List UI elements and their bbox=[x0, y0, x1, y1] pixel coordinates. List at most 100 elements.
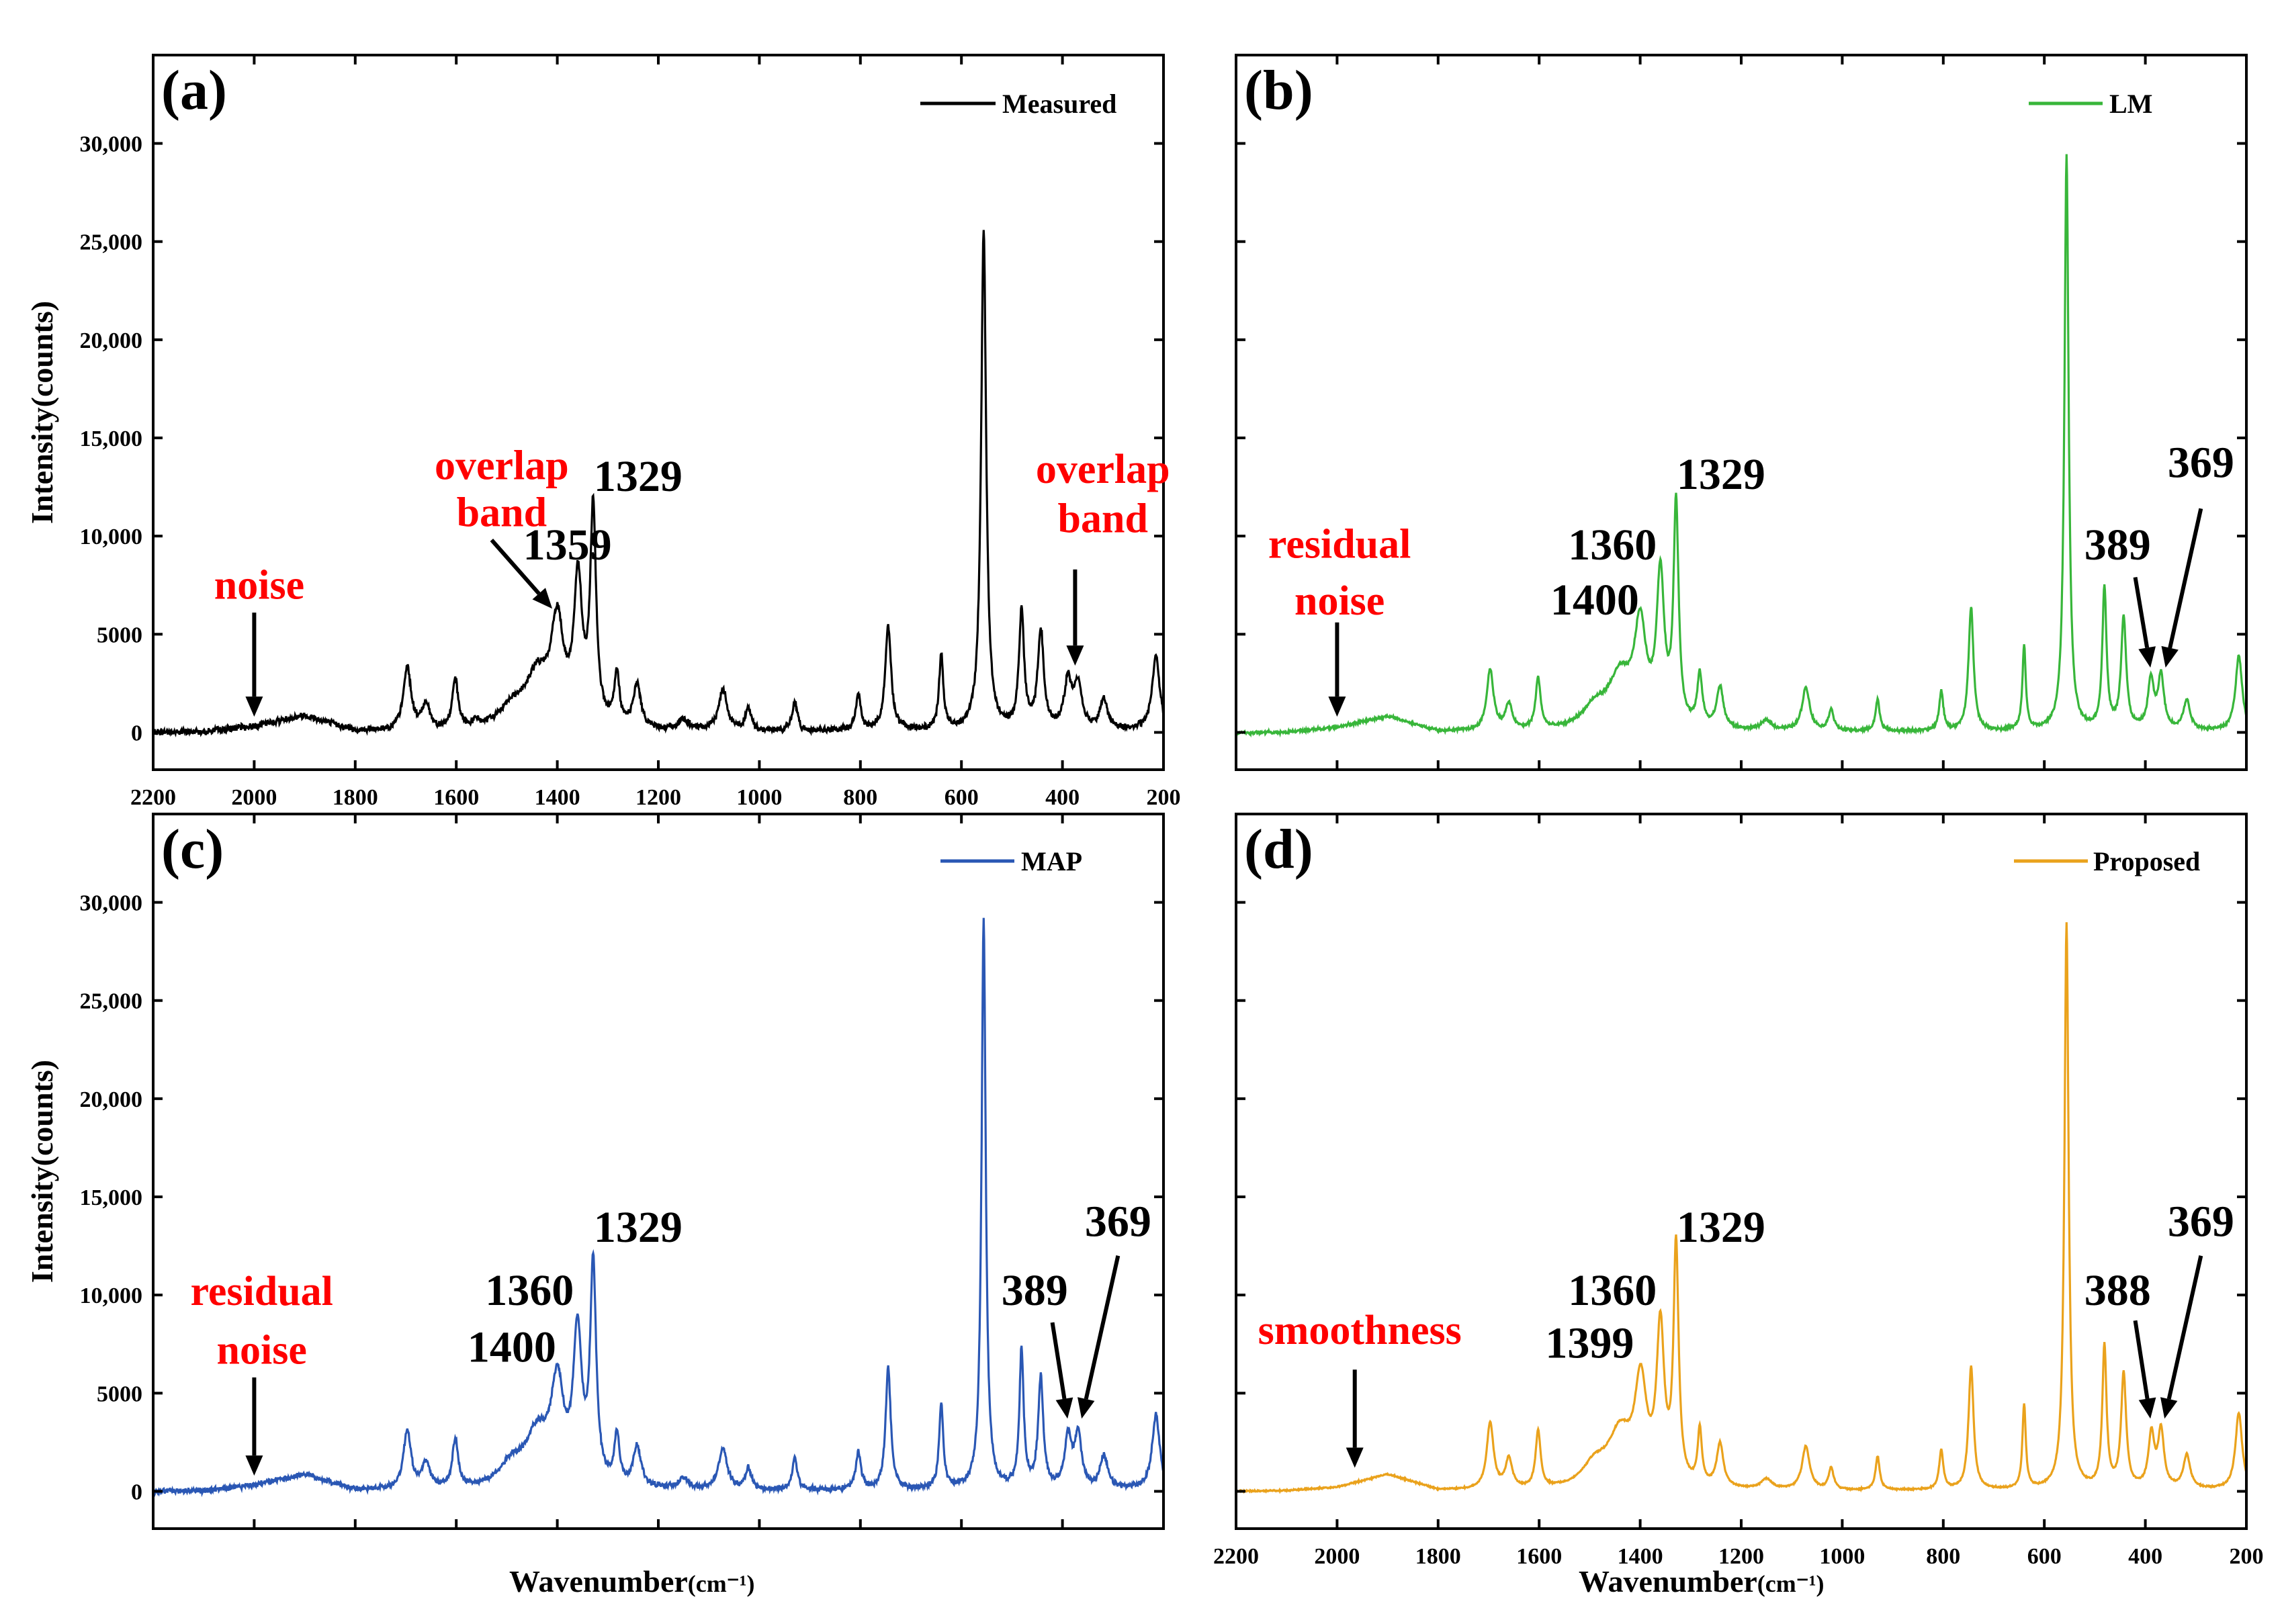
x-tick-label: 2200 bbox=[130, 785, 176, 810]
panel-d-frame bbox=[1235, 813, 2248, 1530]
arrow-shaft bbox=[490, 539, 541, 595]
peak-label: 1400 bbox=[468, 1323, 556, 1372]
arrow-head bbox=[532, 588, 553, 609]
panel-a: 2200 2000 1800 1600 1400 1200 1000 800 600 400 200… bbox=[80, 54, 1181, 810]
red-annotation: overlap bbox=[1036, 447, 1170, 492]
x-tick-label: 800 bbox=[1926, 1544, 1960, 1569]
peak-label: 1329 bbox=[1677, 450, 1765, 499]
xlabel-text-left: Wavenumber bbox=[509, 1564, 688, 1598]
panel-c-legend-label: MAP bbox=[1021, 846, 1082, 876]
y-tick-label: 25,000 bbox=[80, 989, 143, 1014]
x-tick-label: 200 bbox=[1147, 785, 1181, 810]
arrow-head bbox=[245, 696, 263, 717]
panel-c-plot-area bbox=[153, 917, 1163, 1498]
panel-a-legend-label: Measured bbox=[1002, 89, 1116, 119]
panel-d-letter: (d) bbox=[1244, 818, 1313, 881]
peak-label: 369 bbox=[1085, 1197, 1151, 1246]
y-tick-label: 20,000 bbox=[80, 328, 143, 353]
red-annotation: noise bbox=[214, 563, 304, 608]
x-tick-label: 600 bbox=[945, 785, 979, 810]
arrow-head bbox=[2138, 646, 2156, 668]
red-annotation: overlap bbox=[435, 443, 569, 488]
y-tick-label: 15,000 bbox=[80, 426, 143, 451]
x-tick-label: 2200 bbox=[1213, 1544, 1259, 1569]
panel-b-annotations: 1329 1360 1400 389 369 residual noise bbox=[1268, 438, 2234, 717]
peak-label: 1360 bbox=[485, 1266, 574, 1315]
red-annotation: smoothness bbox=[1258, 1308, 1462, 1353]
xlabel-unit-left: (cm⁻¹) bbox=[688, 1570, 755, 1597]
arrow-head bbox=[2161, 645, 2179, 668]
spectrum-line-d bbox=[1236, 922, 2246, 1494]
panel-b: 1329 1360 1400 389 369 residual noise (b) LM bbox=[1235, 54, 2248, 771]
x-tick-label: 1200 bbox=[635, 785, 681, 810]
peak-label: 389 bbox=[2084, 521, 2151, 570]
peak-label: 1329 bbox=[1677, 1203, 1765, 1252]
peak-label: 369 bbox=[2168, 1197, 2234, 1246]
x-tick-label: 1000 bbox=[1819, 1544, 1865, 1569]
x-tick-label: 2000 bbox=[1314, 1544, 1360, 1569]
red-annotation: residual bbox=[190, 1269, 333, 1314]
y-tick-label: 10,000 bbox=[80, 1283, 143, 1308]
panel-b-legend-label: LM bbox=[2109, 89, 2152, 119]
arrow-shaft bbox=[1050, 1322, 1067, 1400]
panel-c-axes: 0 5000 10,000 15,000 20,000 25,000 30,000 bbox=[80, 814, 1165, 1529]
panel-d-axes: 2200 2000 1800 1600 1400 1200 1000 800 600 400 200 bbox=[1213, 814, 2264, 1569]
peak-label: 1329 bbox=[594, 1203, 683, 1252]
x-tick-label: 1400 bbox=[1618, 1544, 1663, 1569]
peak-label: 389 bbox=[1002, 1266, 1068, 1315]
panel-b-letter: (b) bbox=[1244, 59, 1313, 122]
x-tick-label: 200 bbox=[2230, 1544, 2264, 1569]
x-tick-label: 1800 bbox=[333, 785, 378, 810]
y-tick-label: 30,000 bbox=[80, 891, 143, 916]
arrow-head bbox=[1078, 1397, 1095, 1419]
y-tick-label: 20,000 bbox=[80, 1087, 143, 1112]
panel-c-letter: (c) bbox=[161, 818, 224, 881]
x-tick-label: 1600 bbox=[433, 785, 479, 810]
x-tick-label: 1600 bbox=[1516, 1544, 1562, 1569]
panel-a-ylabel: Intensity(counts) bbox=[25, 301, 59, 524]
panel-b-plot-area bbox=[1236, 154, 2246, 738]
panel-b-axes bbox=[1235, 55, 2248, 770]
spectrum-line-c bbox=[153, 917, 1163, 1498]
x-tick-label: 800 bbox=[843, 785, 877, 810]
panel-c-annotations: 1329 1360 1400 389 369 residual noise bbox=[190, 1197, 1151, 1476]
arrow-head bbox=[1346, 1447, 1364, 1468]
panel-d-legend-label: Proposed bbox=[2093, 846, 2200, 876]
x-tick-label: 1800 bbox=[1415, 1544, 1461, 1569]
panel-c-xlabel: Wavenumber(cm⁻¹) bbox=[509, 1564, 755, 1598]
y-tick-label: 10,000 bbox=[80, 525, 143, 549]
spectrum-line-a bbox=[153, 230, 1163, 737]
panel-b-frame bbox=[1235, 54, 2248, 771]
panel-d: 2200 2000 1800 1600 1400 1200 1000 800 600 400 200… bbox=[1213, 813, 2264, 1569]
x-tick-label: 600 bbox=[2027, 1544, 2062, 1569]
panel-c-frame bbox=[152, 813, 1165, 1530]
panel-a-frame bbox=[152, 54, 1165, 771]
panel-a-letter: (a) bbox=[161, 59, 227, 122]
arrow-shaft bbox=[2168, 508, 2203, 649]
panel-c-ylabel: Intensity(counts) bbox=[25, 1060, 59, 1283]
xlabel-unit-right: (cm⁻¹) bbox=[1757, 1570, 1825, 1597]
arrow-head bbox=[1055, 1397, 1073, 1419]
xlabel-text-right: Wavenumber bbox=[1579, 1564, 1757, 1598]
x-tick-label: 1400 bbox=[535, 785, 580, 810]
arrow-head bbox=[1066, 645, 1084, 666]
red-annotation: noise bbox=[217, 1327, 307, 1373]
red-annotation: residual bbox=[1268, 521, 1411, 567]
x-tick-label: 1000 bbox=[736, 785, 782, 810]
x-tick-label: 2000 bbox=[231, 785, 277, 810]
panel-c: 0 5000 10,000 15,000 20,000 25,000 30,000 1329… bbox=[80, 813, 1165, 1530]
red-annotation: band bbox=[457, 490, 547, 536]
y-tick-label: 0 bbox=[131, 1480, 142, 1504]
panel-a-axes: 2200 2000 1800 1600 1400 1200 1000 800 600 400 200… bbox=[80, 55, 1181, 810]
y-tick-label: 25,000 bbox=[80, 230, 143, 255]
peak-label: 388 bbox=[2084, 1266, 2151, 1315]
arrow-shaft bbox=[2133, 1320, 2150, 1400]
peak-label: 1360 bbox=[1568, 521, 1657, 570]
arrow-head bbox=[245, 1455, 263, 1476]
y-tick-label: 5000 bbox=[97, 1382, 142, 1406]
x-tick-label: 400 bbox=[1045, 785, 1080, 810]
spectrum-line-b bbox=[1236, 154, 2246, 738]
red-annotation: noise bbox=[1294, 578, 1385, 624]
